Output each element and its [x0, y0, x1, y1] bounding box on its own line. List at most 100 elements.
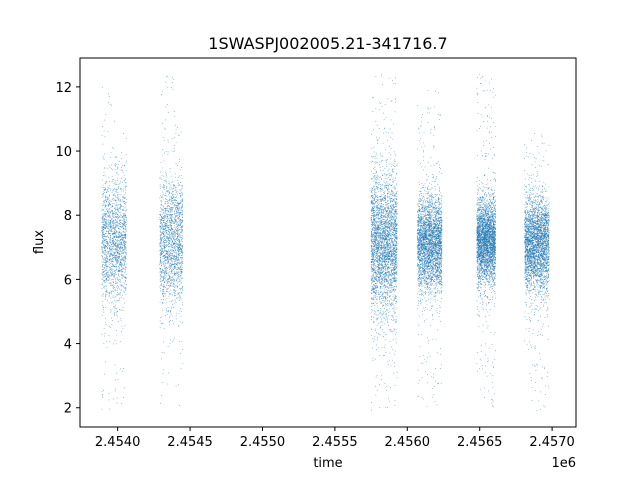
data-point — [391, 272, 392, 273]
data-point — [384, 233, 385, 234]
data-point — [112, 222, 113, 224]
data-point — [114, 191, 116, 193]
data-point — [117, 227, 119, 228]
data-point — [174, 204, 175, 205]
data-point — [180, 223, 181, 225]
data-point — [170, 250, 171, 251]
data-point — [392, 177, 394, 179]
data-point — [119, 281, 120, 282]
data-point — [170, 203, 171, 205]
data-point — [178, 296, 180, 298]
data-point — [164, 127, 166, 129]
data-point — [177, 229, 178, 231]
data-point — [179, 267, 181, 269]
data-point — [161, 196, 163, 198]
data-point — [163, 235, 165, 236]
data-point — [169, 263, 170, 265]
data-point — [115, 219, 117, 221]
data-point — [117, 252, 118, 254]
data-point — [374, 226, 376, 228]
data-point — [179, 261, 181, 263]
data-point — [114, 232, 116, 233]
data-point — [161, 265, 162, 267]
data-point — [122, 201, 124, 203]
data-point — [386, 271, 388, 273]
data-point — [122, 234, 124, 235]
data-point — [115, 199, 117, 201]
data-point — [393, 171, 394, 173]
data-point — [177, 272, 178, 274]
data-point — [110, 272, 112, 274]
data-point — [379, 235, 381, 237]
data-point — [373, 245, 375, 246]
data-point — [115, 183, 117, 185]
data-point — [377, 176, 378, 178]
data-point — [181, 255, 182, 256]
data-point — [390, 201, 391, 203]
data-point — [177, 282, 179, 284]
data-point — [167, 254, 168, 256]
data-point — [390, 257, 392, 258]
data-point — [179, 297, 181, 299]
data-point — [116, 314, 117, 316]
data-point — [174, 290, 175, 292]
data-point — [380, 255, 381, 257]
data-point — [111, 263, 113, 265]
data-point — [174, 259, 176, 261]
data-point — [124, 218, 125, 220]
data-point — [179, 288, 181, 289]
data-point — [394, 253, 396, 254]
data-point — [105, 196, 107, 198]
data-point — [113, 241, 115, 242]
data-point — [173, 232, 175, 234]
data-point — [385, 183, 387, 185]
data-point — [174, 212, 175, 214]
data-point — [161, 322, 162, 324]
data-point — [163, 219, 165, 221]
data-point — [170, 294, 172, 295]
data-point — [372, 270, 374, 272]
data-point — [372, 274, 374, 276]
data-point — [181, 227, 183, 229]
data-point — [178, 208, 179, 210]
data-point — [166, 217, 168, 219]
data-point — [174, 281, 176, 282]
data-point — [173, 267, 175, 268]
data-point — [113, 286, 115, 288]
data-point — [375, 236, 377, 238]
data-point — [386, 268, 388, 269]
data-point — [180, 248, 181, 249]
data-point — [116, 269, 118, 270]
data-point — [108, 247, 110, 249]
data-point — [396, 331, 397, 333]
data-point — [167, 141, 169, 143]
data-point — [120, 368, 121, 370]
data-point — [180, 308, 181, 309]
data-point — [108, 208, 110, 210]
data-point — [165, 287, 167, 288]
data-point — [381, 256, 383, 258]
data-point — [112, 190, 113, 192]
data-point — [394, 228, 395, 230]
data-point — [396, 231, 398, 233]
data-point — [117, 218, 119, 219]
data-point — [175, 257, 176, 259]
data-point — [123, 236, 125, 238]
data-point — [177, 234, 179, 235]
data-point — [169, 246, 170, 248]
data-point — [116, 251, 117, 252]
data-point — [167, 252, 168, 254]
data-point — [396, 192, 397, 194]
data-point — [108, 197, 109, 199]
data-point — [124, 243, 126, 245]
data-point — [168, 255, 170, 256]
data-point — [386, 206, 388, 208]
data-point — [373, 277, 375, 278]
plot-background — [80, 58, 576, 427]
data-point — [394, 222, 396, 224]
data-point — [106, 288, 107, 290]
data-point — [114, 243, 116, 244]
data-point — [159, 250, 161, 251]
data-point — [123, 255, 125, 257]
data-point — [372, 203, 373, 205]
